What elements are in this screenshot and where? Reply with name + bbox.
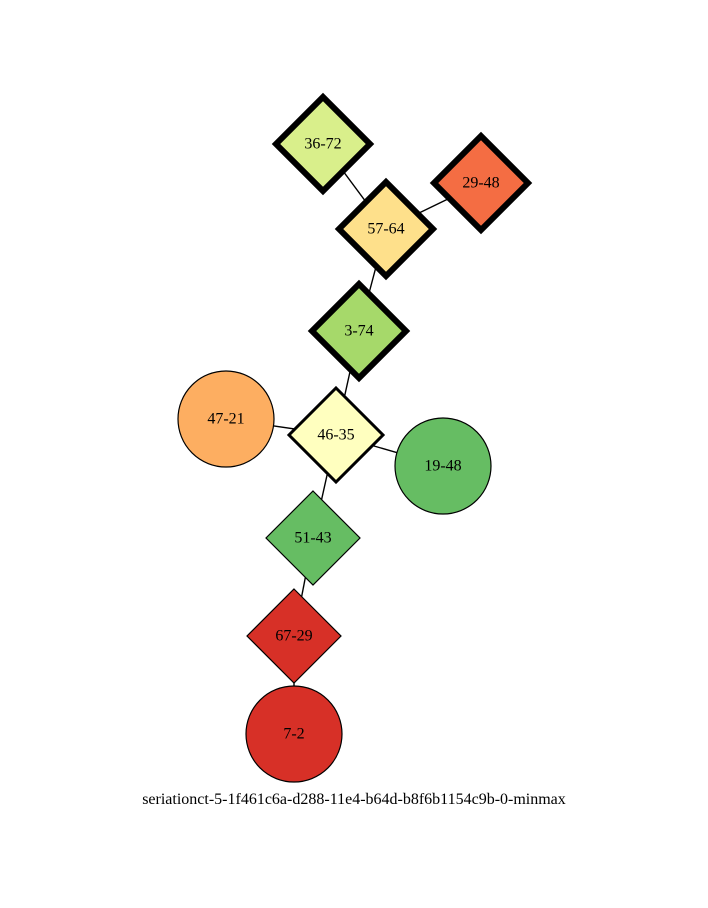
node-label-19-48: 19-48	[424, 458, 461, 475]
node-3-74: 3-74	[307, 279, 411, 383]
node-label-36-72: 36-72	[304, 136, 341, 153]
node-circle-19-48	[394, 417, 492, 515]
node-label-57-64: 57-64	[367, 221, 404, 238]
node-circle-47-21	[177, 370, 275, 468]
node-diamond-36-72	[271, 92, 375, 196]
nodes-layer: 36-72 29-48 57-64 3-74 47-21 46-35 19-48 51-43 6…	[177, 92, 533, 783]
node-46-35: 46-35	[286, 385, 386, 485]
node-diamond-51-43	[265, 490, 361, 586]
node-51-43: 51-43	[265, 490, 361, 586]
node-47-21: 47-21	[177, 370, 275, 468]
node-29-48: 29-48	[429, 131, 533, 235]
node-circle-7-2	[245, 685, 343, 783]
node-67-29: 67-29	[246, 588, 342, 684]
node-7-2: 7-2	[245, 685, 343, 783]
node-19-48: 19-48	[394, 417, 492, 515]
node-diamond-67-29	[246, 588, 342, 684]
node-label-7-2: 7-2	[283, 726, 304, 743]
node-label-51-43: 51-43	[294, 530, 331, 547]
node-label-46-35: 46-35	[317, 427, 354, 444]
node-diamond-57-64	[334, 177, 438, 281]
node-diamond-29-48	[429, 131, 533, 235]
node-diamond-46-35	[286, 385, 386, 485]
node-label-29-48: 29-48	[462, 175, 499, 192]
node-label-67-29: 67-29	[275, 628, 312, 645]
node-label-47-21: 47-21	[207, 411, 244, 428]
node-57-64: 57-64	[334, 177, 438, 281]
node-diamond-3-74	[307, 279, 411, 383]
node-label-3-74: 3-74	[344, 323, 373, 340]
graph-caption: seriationct-5-1f461c6a-d288-11e4-b64d-b8…	[142, 791, 566, 808]
node-36-72: 36-72	[271, 92, 375, 196]
